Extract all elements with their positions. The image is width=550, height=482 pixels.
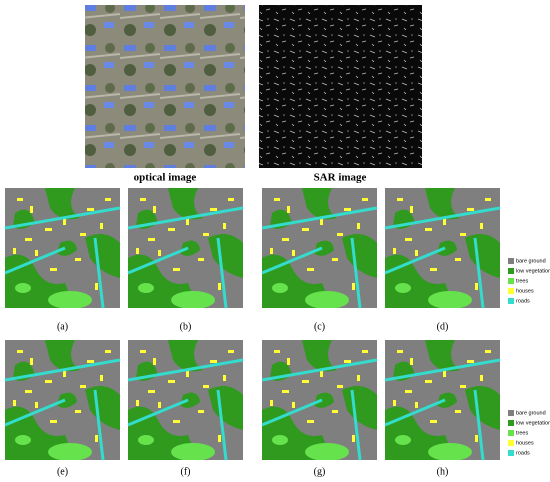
legend-swatch <box>508 298 514 304</box>
sar-image <box>259 5 422 168</box>
panel-label: (d) <box>437 321 449 332</box>
classification-map <box>5 340 120 460</box>
legend-label: trees <box>516 430 528 436</box>
legend-label: trees <box>516 278 528 284</box>
legend-swatch <box>508 420 514 426</box>
classification-map <box>385 340 500 460</box>
panel-label: (h) <box>437 466 449 477</box>
classification-map <box>128 188 243 308</box>
legend-label: houses <box>516 288 534 294</box>
legend-label: low vegetation <box>516 268 550 274</box>
legend-swatch <box>508 258 514 264</box>
panel-label: (b) <box>180 321 192 332</box>
legend-label: bare ground <box>516 410 546 416</box>
caption: SAR image <box>314 172 367 184</box>
legend-swatch <box>508 440 514 446</box>
legend-label: bare ground <box>516 258 546 264</box>
caption: optical image <box>134 172 197 184</box>
legend-swatch <box>508 278 514 284</box>
panel-label: (e) <box>57 466 68 477</box>
legend-swatch <box>508 268 514 274</box>
legend-label: roads <box>516 450 530 456</box>
optical-image <box>85 5 245 168</box>
panel-label: (c) <box>314 321 325 332</box>
legend-label: low vegetation <box>516 420 550 426</box>
panel-label: (a) <box>57 321 68 332</box>
classification-map <box>128 340 243 460</box>
legend-swatch <box>508 410 514 416</box>
legend-swatch <box>508 430 514 436</box>
legend-swatch <box>508 450 514 456</box>
classification-map <box>262 340 377 460</box>
panel-label: (f) <box>181 466 191 477</box>
legend-label: roads <box>516 298 530 304</box>
classification-map <box>5 188 120 308</box>
legend-swatch <box>508 288 514 294</box>
classification-map <box>262 188 377 308</box>
classification-map <box>385 188 500 308</box>
legend-label: houses <box>516 440 534 446</box>
panel-label: (g) <box>314 466 326 477</box>
